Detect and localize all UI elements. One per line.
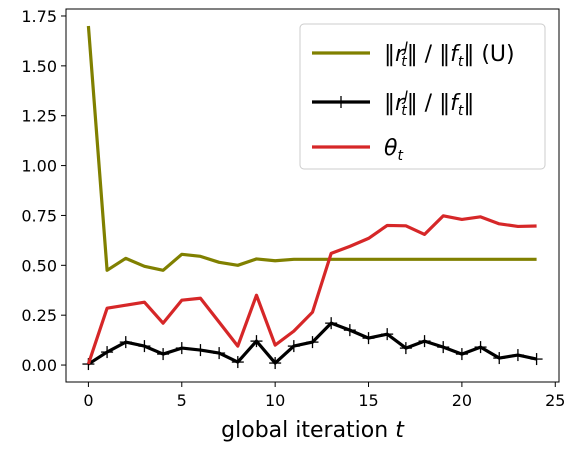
- series-point: [362, 332, 375, 345]
- series-point: [399, 342, 412, 355]
- x-axis-title: global iteration t: [221, 418, 405, 443]
- legend-label: ‖rJ t‖ / ‖ft‖ (U): [384, 40, 515, 70]
- plot-frame: [65, 8, 560, 383]
- legend-label: ‖rJ t‖ / ‖ft‖: [384, 89, 474, 119]
- y-tick-label: 1.75: [21, 7, 57, 26]
- series-point: [119, 336, 132, 349]
- ticks-layer: 0 5 10 15 20 25 0.00 0.25 0.50 0.75 1.00 1.25 1.50 1.…: [21, 7, 565, 410]
- x-tick-label: 0: [83, 391, 93, 410]
- legend-box: [299, 23, 546, 170]
- series-point: [474, 341, 487, 354]
- series-point: [157, 348, 170, 361]
- series-point: [381, 328, 394, 341]
- series-point: [231, 356, 244, 369]
- legend-entry: θt: [312, 136, 403, 164]
- series-point: [437, 341, 450, 354]
- y-tick-label: 0.50: [21, 256, 57, 275]
- series-point: [287, 340, 300, 353]
- legend-label: θt: [384, 136, 403, 164]
- x-tick-label: 20: [452, 391, 472, 410]
- y-tick-label: 0.00: [21, 356, 57, 375]
- y-tick-label: 1.00: [21, 157, 57, 176]
- x-tick-label: 15: [358, 391, 378, 410]
- y-tick-label: 0.75: [21, 206, 57, 225]
- series-point: [194, 344, 207, 357]
- series-point: [511, 349, 524, 362]
- series-point: [213, 347, 226, 360]
- legend-entry: ‖rJ t‖ / ‖ft‖: [312, 89, 474, 119]
- y-tick-label: 0.25: [21, 306, 57, 325]
- x-tick-label: 25: [545, 391, 565, 410]
- series-point: [343, 324, 356, 337]
- series-point: [418, 335, 431, 348]
- series-point: [138, 340, 151, 353]
- legend-entry: ‖rJ t‖ / ‖ft‖ (U): [312, 40, 515, 70]
- y-tick-label: 1.25: [21, 107, 57, 126]
- series-point: [269, 357, 282, 370]
- series-point: [530, 353, 543, 366]
- series-point: [250, 335, 263, 348]
- series-point: [175, 342, 188, 355]
- legend: ‖rJ t‖ / ‖ft‖ (U) ‖rJ t‖ / ‖ft‖ θt: [299, 23, 546, 170]
- series-point: [455, 348, 468, 361]
- x-tick-label: 5: [177, 391, 187, 410]
- y-tick-label: 1.50: [21, 57, 57, 76]
- series-point: [101, 346, 114, 359]
- series-line-2: [86, 214, 537, 365]
- series-point: [306, 336, 319, 349]
- series-point: [493, 352, 506, 365]
- series-line-0: [86, 25, 537, 272]
- series-layer: [82, 25, 543, 371]
- series-point: [325, 317, 338, 330]
- x-tick-label: 10: [265, 391, 285, 410]
